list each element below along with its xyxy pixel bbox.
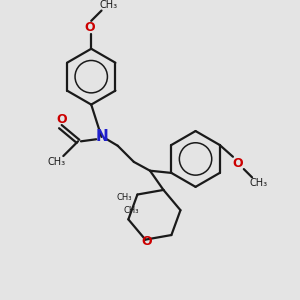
- Text: CH₃: CH₃: [124, 206, 139, 215]
- Text: CH₃: CH₃: [100, 0, 118, 10]
- Text: O: O: [232, 157, 243, 170]
- Text: CH₃: CH₃: [47, 158, 66, 167]
- Text: CH₃: CH₃: [249, 178, 268, 188]
- Text: N: N: [95, 129, 108, 144]
- Text: CH₃: CH₃: [116, 193, 132, 202]
- Text: O: O: [84, 21, 95, 34]
- Text: O: O: [56, 113, 67, 126]
- Text: O: O: [142, 236, 152, 248]
